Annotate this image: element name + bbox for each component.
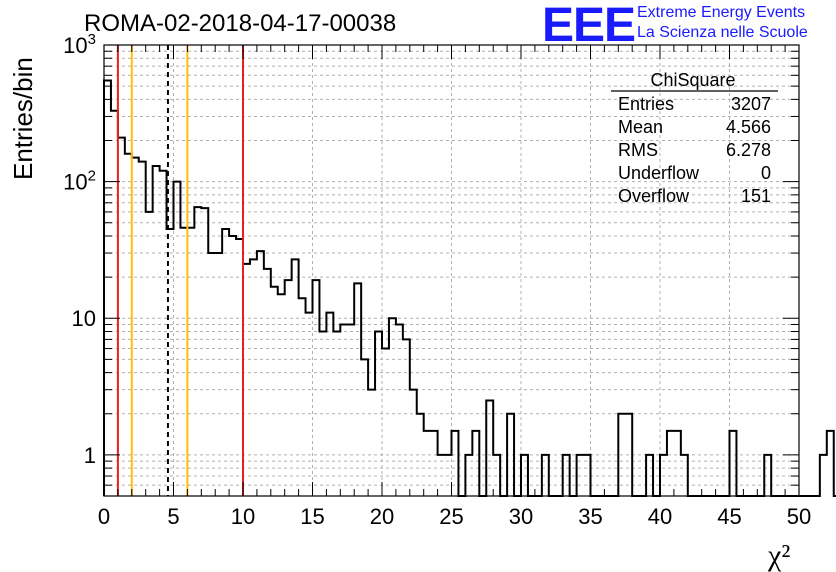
stats-row-label: Overflow (618, 186, 690, 206)
x-tick-label: 15 (300, 504, 324, 529)
x-tick-label: 5 (167, 504, 179, 529)
stats-row-value: 4.566 (726, 117, 771, 137)
x-tick-label: 50 (787, 504, 811, 529)
grid-layer (104, 45, 799, 496)
y-tick-label-exponent: 3 (88, 31, 96, 48)
y-axis-label: Entries/bin (8, 57, 38, 180)
histogram-bin (667, 431, 674, 496)
x-tick-label: 25 (439, 504, 463, 529)
stats-row-label: Underflow (618, 163, 700, 183)
x-tick-label: 0 (98, 504, 110, 529)
histogram-bin (180, 228, 187, 496)
histogram-bin (472, 431, 479, 496)
histogram-bin (431, 431, 438, 496)
x-axis-label: χ² (767, 539, 790, 572)
histogram-bin (452, 431, 459, 496)
histogram-bin (382, 349, 389, 496)
stats-row-value: 151 (741, 186, 771, 206)
histogram-bin (389, 318, 396, 496)
histogram-bin (132, 158, 139, 496)
y-tick-label-base: 10 (63, 170, 87, 195)
histogram-bin (396, 324, 403, 496)
logo-subtitle-line1: Extreme Energy Events (637, 4, 806, 21)
x-tick-label: 35 (578, 504, 602, 529)
ticks-layer (103, 45, 800, 497)
stats-row-value: 0 (761, 163, 771, 183)
run-title: ROMA-02-2018-04-17-00038 (84, 10, 397, 37)
histogram-bin (104, 80, 111, 496)
x-tick-label: 45 (717, 504, 741, 529)
stats-row-value: 6.278 (726, 140, 771, 160)
stats-box: ChiSquare Entries 3207 Mean 4.566 RMS 6.278 Un… (611, 70, 778, 206)
histogram-bin (820, 455, 827, 496)
histogram-bin (229, 236, 236, 496)
y-tick-label: 10 (72, 306, 96, 331)
histogram-bin (730, 431, 737, 496)
histogram-bin (674, 431, 681, 496)
histogram-bin (313, 280, 320, 496)
histogram-bin (118, 138, 125, 496)
histogram-bin (111, 111, 118, 496)
histogram-bin (410, 390, 417, 496)
stats-row-value: 3207 (731, 94, 771, 114)
histogram-bin (194, 207, 201, 496)
histogram-bin (486, 401, 493, 496)
stats-row-label: Entries (618, 94, 674, 114)
histogram-bin (201, 208, 208, 496)
histogram-bin (347, 324, 354, 496)
histogram-bin (827, 431, 834, 496)
y-tick-label: 103 (63, 31, 96, 58)
y-tick-label: 1 (84, 443, 96, 468)
histogram-bin (250, 259, 257, 496)
histogram-outline (103, 79, 836, 497)
histogram-bin (208, 253, 215, 496)
histogram-bin (264, 269, 271, 496)
histogram-bin (361, 359, 368, 496)
histogram-bin (174, 182, 181, 496)
stats-title: ChiSquare (650, 70, 735, 90)
stats-row-label: RMS (618, 140, 658, 160)
histogram-bin (368, 390, 375, 496)
histogram-bin (160, 171, 167, 496)
histogram-layer (103, 79, 836, 497)
histogram-bin (424, 431, 431, 496)
eee-logo: EEE (542, 0, 636, 52)
histogram-bin (222, 229, 229, 496)
stats-rows: Entries 3207 Mean 4.566 RMS 6.278 Underflow 0 Ov… (618, 94, 771, 206)
histogram-bin (146, 212, 153, 496)
histogram-bin (403, 339, 410, 496)
histogram-bin (340, 324, 347, 496)
y-tick-label: 102 (63, 168, 96, 195)
histogram-bin (215, 253, 222, 496)
histogram-bin (299, 298, 306, 496)
histogram-bin (292, 259, 299, 496)
vertical-lines-layer (116, 45, 244, 496)
y-tick-label-base: 1 (84, 443, 96, 468)
y-tick-label-exponent: 2 (88, 168, 96, 185)
y-tick-label-base: 10 (72, 306, 96, 331)
logo-subtitle-line2: La Scienza nelle Scuole (637, 24, 808, 41)
stats-row-label: Mean (618, 117, 663, 137)
histogram-bin (285, 280, 292, 496)
y-tick-label-base: 10 (63, 33, 87, 58)
x-tick-label: 30 (509, 504, 533, 529)
x-tick-label: 10 (231, 504, 255, 529)
x-tick-label: 40 (648, 504, 672, 529)
histogram-bin (187, 228, 194, 496)
x-tick-label: 20 (370, 504, 394, 529)
histogram-bin (257, 251, 264, 496)
